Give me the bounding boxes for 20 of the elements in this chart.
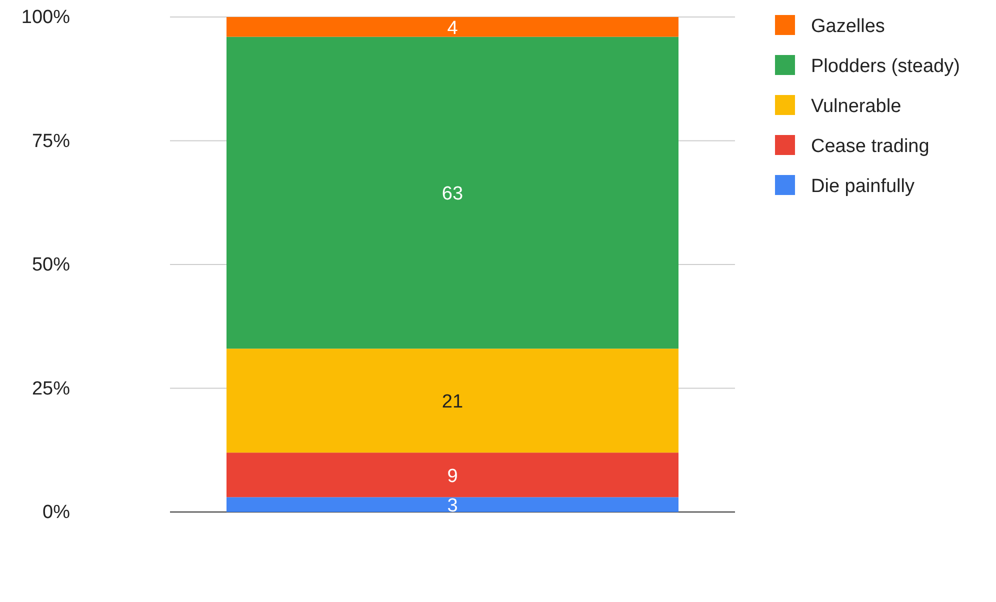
data-label: 63 (442, 184, 464, 205)
bar (226, 17, 678, 37)
bar (226, 497, 678, 512)
legend-label: Cease trading (811, 136, 930, 157)
y-tick-label: 100% (21, 7, 70, 28)
legend-label: Die painfully (811, 176, 915, 197)
legend-label: Plodders (steady) (811, 56, 960, 77)
y-tick-label: 25% (32, 378, 70, 400)
legend-label: Gazelles (811, 16, 885, 37)
bar (226, 452, 678, 498)
data-label: 21 (442, 392, 464, 413)
y-tick-label: 50% (32, 254, 70, 276)
bar (226, 36, 678, 349)
data-label: 9 (447, 466, 458, 487)
bar (226, 348, 678, 453)
y-tick-label: 0% (42, 502, 70, 524)
data-label: 4 (447, 18, 458, 39)
data-label: 3 (447, 496, 458, 517)
y-tick-label: 75% (32, 130, 70, 152)
legend-label: Vulnerable (811, 96, 902, 117)
